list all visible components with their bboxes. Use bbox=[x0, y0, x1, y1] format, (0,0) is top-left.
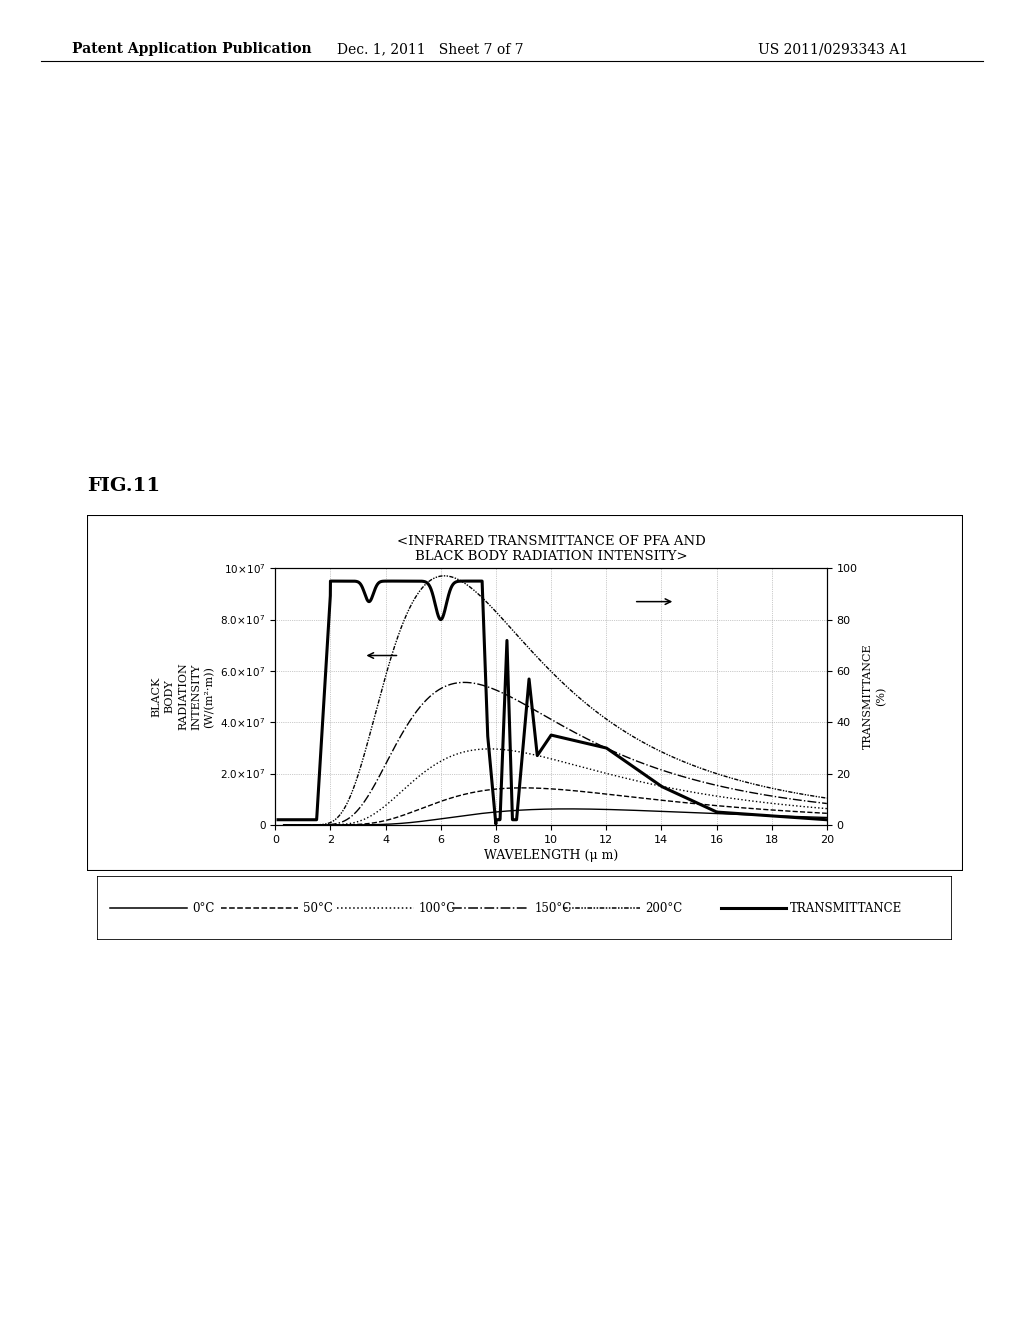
Text: Patent Application Publication: Patent Application Publication bbox=[72, 42, 311, 57]
Text: FIG.11: FIG.11 bbox=[87, 477, 160, 495]
Text: 100°C: 100°C bbox=[419, 902, 456, 915]
Y-axis label: BLACK
BODY
RADIATION
INTENSITY
(W/(m²·m)): BLACK BODY RADIATION INTENSITY (W/(m²·m)… bbox=[152, 663, 215, 730]
X-axis label: WAVELENGTH (μ m): WAVELENGTH (μ m) bbox=[484, 849, 618, 862]
Text: 0°C: 0°C bbox=[193, 902, 215, 915]
Text: US 2011/0293343 A1: US 2011/0293343 A1 bbox=[758, 42, 908, 57]
Title: <INFRARED TRANSMITTANCE OF PFA AND
BLACK BODY RADIATION INTENSITY>: <INFRARED TRANSMITTANCE OF PFA AND BLACK… bbox=[396, 535, 706, 562]
Text: Dec. 1, 2011   Sheet 7 of 7: Dec. 1, 2011 Sheet 7 of 7 bbox=[337, 42, 523, 57]
Text: 200°C: 200°C bbox=[645, 902, 683, 915]
Text: 150°C: 150°C bbox=[535, 902, 571, 915]
Text: 50°C: 50°C bbox=[303, 902, 333, 915]
Text: TRANSMITTANCE: TRANSMITTANCE bbox=[790, 902, 902, 915]
Y-axis label: TRANSMITTANCE
(%): TRANSMITTANCE (%) bbox=[863, 644, 887, 750]
